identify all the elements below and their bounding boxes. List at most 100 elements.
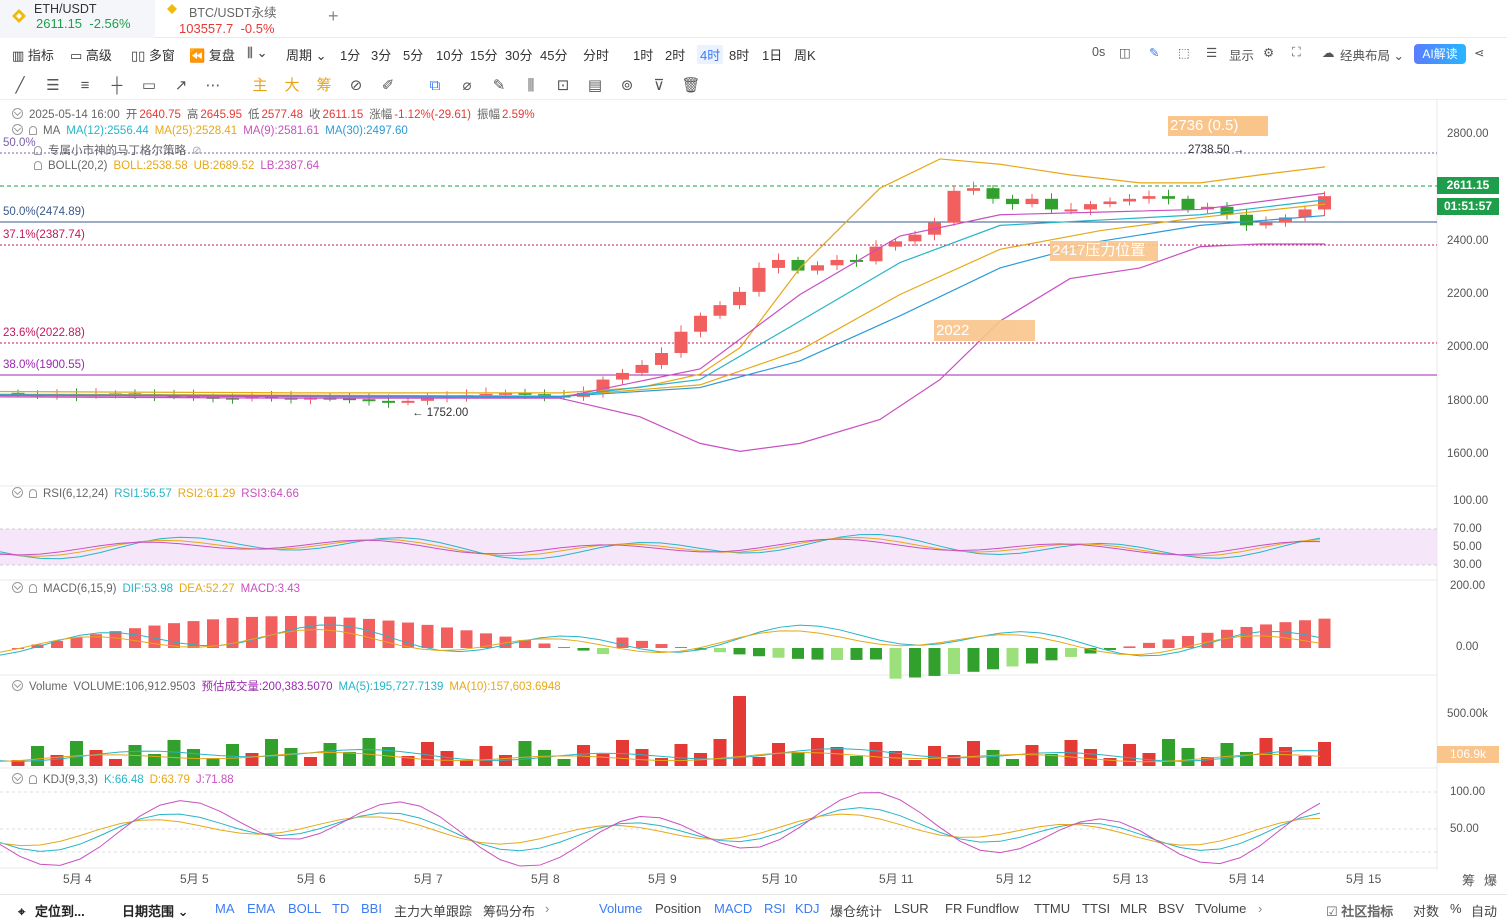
strategy-info[interactable]: 专属小市神的马丁格尔策略 ⊘ xyxy=(34,142,208,158)
chevron-right-icon[interactable]: › xyxy=(1258,901,1263,916)
period-7[interactable]: 分时 xyxy=(583,48,610,63)
pen-icon[interactable]: ✎ xyxy=(1149,46,1160,60)
sub-indicator-6[interactable]: LSUR xyxy=(894,901,929,916)
period-0[interactable]: 1分 xyxy=(340,48,361,63)
hline-tool-icon[interactable]: ☰ xyxy=(46,77,60,94)
sub-indicator-10[interactable]: TTSI xyxy=(1082,901,1111,916)
arrow-tool-icon[interactable]: ↗ xyxy=(174,77,188,94)
percent-toggle[interactable]: % xyxy=(1450,901,1462,916)
period-13[interactable]: 周K xyxy=(794,48,816,63)
kline-chart[interactable] xyxy=(0,100,1507,870)
lock-icon[interactable]: ⊡ xyxy=(556,77,570,94)
tab-eth[interactable]: ETH/USDT 2611.15 -2.56% xyxy=(0,0,155,38)
large-order-tool[interactable]: 大 xyxy=(284,77,300,94)
period-2[interactable]: 5分 xyxy=(403,48,424,63)
settings-icon[interactable]: ⚙ xyxy=(1263,46,1275,60)
main-indicator-4[interactable]: BBI xyxy=(361,901,382,916)
collapse-icon[interactable] xyxy=(12,582,23,593)
collapse-icon[interactable] xyxy=(12,124,23,135)
bell-icon[interactable] xyxy=(29,126,37,135)
date-range-dropdown[interactable]: 日期范围 ⌄ xyxy=(122,904,189,919)
note-icon[interactable]: ▤ xyxy=(587,77,603,94)
period-4[interactable]: 15分 xyxy=(470,48,498,63)
bell-icon[interactable] xyxy=(29,775,37,784)
display-button[interactable]: 显示 xyxy=(1229,49,1255,63)
sub-indicator-5[interactable]: 爆仓统计 xyxy=(830,904,883,919)
bell-icon[interactable] xyxy=(34,161,42,170)
filter-icon[interactable]: ⊽ xyxy=(653,77,665,94)
sub-indicator-12[interactable]: BSV xyxy=(1158,901,1185,916)
annotation-2022[interactable]: 2022 xyxy=(934,320,1035,341)
camera-icon[interactable]: ◫ xyxy=(1119,46,1131,60)
sub-indicator-8[interactable]: Fundflow xyxy=(966,901,1019,916)
period-5[interactable]: 30分 xyxy=(505,48,533,63)
collapse-icon[interactable] xyxy=(12,487,23,498)
list-icon[interactable]: ☰ xyxy=(1206,46,1218,60)
parallel-tool-icon[interactable]: ≡ xyxy=(80,77,90,94)
chart-type-button[interactable]: ⫼ ⌄ xyxy=(247,45,268,60)
chip-tool[interactable]: 筹 xyxy=(316,77,332,94)
chip-toggle[interactable]: 筹 xyxy=(1462,873,1476,888)
indicator-button[interactable]: ▥ 指标 xyxy=(12,48,54,63)
period-12[interactable]: 1日 xyxy=(762,48,783,63)
trash-icon[interactable]: 🗑 xyxy=(681,77,701,94)
period-10[interactable]: 4时 xyxy=(697,45,724,64)
period-11[interactable]: 8时 xyxy=(729,48,750,63)
magnet-icon[interactable]: ⧉ xyxy=(429,77,441,94)
expand-icon[interactable]: ⬚ xyxy=(1178,46,1190,60)
tab-btc[interactable]: BTC/USDT永续 103557.7 -0.5% xyxy=(155,0,315,38)
main-indicator-5[interactable]: 主力大单跟踪 xyxy=(394,904,473,919)
cloud-icon[interactable]: ☁ xyxy=(1322,46,1335,60)
sub-indicator-4[interactable]: KDJ xyxy=(795,901,820,916)
main-indicator-1[interactable]: EMA xyxy=(247,901,276,916)
period-3[interactable]: 10分 xyxy=(436,48,464,63)
multi-window-button[interactable]: ▯▯ 多窗 xyxy=(131,48,175,63)
main-indicator-0[interactable]: MA xyxy=(215,901,235,916)
cross-tool-icon[interactable]: ┼ xyxy=(111,77,123,94)
liquidation-toggle[interactable]: 爆 xyxy=(1484,873,1498,888)
auto-toggle[interactable]: 自动 xyxy=(1471,904,1498,919)
sub-indicator-1[interactable]: Position xyxy=(655,901,702,916)
hide-icon[interactable]: ⊘ xyxy=(192,145,202,157)
rect-tool-icon[interactable]: ▭ xyxy=(141,77,157,94)
more-tools-icon[interactable]: ⋯ xyxy=(205,77,221,94)
line-tool-icon[interactable]: ╱ xyxy=(15,77,25,94)
brush-icon[interactable]: ✐ xyxy=(381,77,395,94)
annotation-2417[interactable]: 2417压力位置 xyxy=(1050,241,1158,261)
main-indicator-6[interactable]: 筹码分布 xyxy=(483,904,536,919)
log-toggle[interactable]: 对数 xyxy=(1413,904,1440,919)
layout-dropdown[interactable]: 经典布局 ⌄ xyxy=(1340,49,1404,63)
sub-indicator-9[interactable]: TTMU xyxy=(1034,901,1071,916)
edit-icon[interactable]: ✎ xyxy=(492,77,506,94)
sub-indicator-7[interactable]: FR xyxy=(945,901,963,916)
period-9[interactable]: 2时 xyxy=(665,48,686,63)
bell-icon[interactable] xyxy=(29,584,37,593)
main-indicator-2[interactable]: BOLL xyxy=(288,901,322,916)
candle-tool-icon[interactable]: ⫼ xyxy=(527,77,535,94)
period-8[interactable]: 1时 xyxy=(633,48,654,63)
sub-indicator-11[interactable]: MLR xyxy=(1120,901,1148,916)
collapse-icon[interactable] xyxy=(12,680,23,691)
collapse-icon[interactable] xyxy=(12,773,23,784)
fullscreen-icon[interactable]: ⛶ xyxy=(1292,45,1301,59)
chevron-right-icon[interactable]: › xyxy=(545,901,550,916)
ai-interpret-button[interactable]: AI解读 xyxy=(1414,44,1466,64)
main-indicator-3[interactable]: TD xyxy=(332,901,350,916)
measure-icon[interactable]: ⊘ xyxy=(349,77,363,94)
advanced-button[interactable]: ▭ 高级 xyxy=(70,48,112,63)
replay-button[interactable]: ⏪ 复盘 xyxy=(189,48,235,63)
collapse-icon[interactable] xyxy=(12,108,23,119)
sub-indicator-2[interactable]: MACD xyxy=(714,901,753,916)
period-6[interactable]: 45分 xyxy=(540,48,568,63)
community-indicator-button[interactable]: ☑ 社区指标 xyxy=(1326,904,1394,919)
main-force-tool[interactable]: 主 xyxy=(252,77,268,94)
ruler-icon[interactable]: ⌀ xyxy=(462,77,472,94)
annotation-2736[interactable]: 2736 (0.5) xyxy=(1168,116,1268,136)
sub-indicator-13[interactable]: TVolume xyxy=(1195,901,1247,916)
link-icon[interactable]: ⊚ xyxy=(620,77,634,94)
sub-indicator-3[interactable]: RSI xyxy=(764,901,786,916)
period-1[interactable]: 3分 xyxy=(371,48,392,63)
add-tab-button[interactable]: + xyxy=(328,6,339,26)
period-dropdown[interactable]: 周期 ⌄ xyxy=(286,48,327,63)
share-icon[interactable]: ⋖ xyxy=(1474,46,1485,60)
